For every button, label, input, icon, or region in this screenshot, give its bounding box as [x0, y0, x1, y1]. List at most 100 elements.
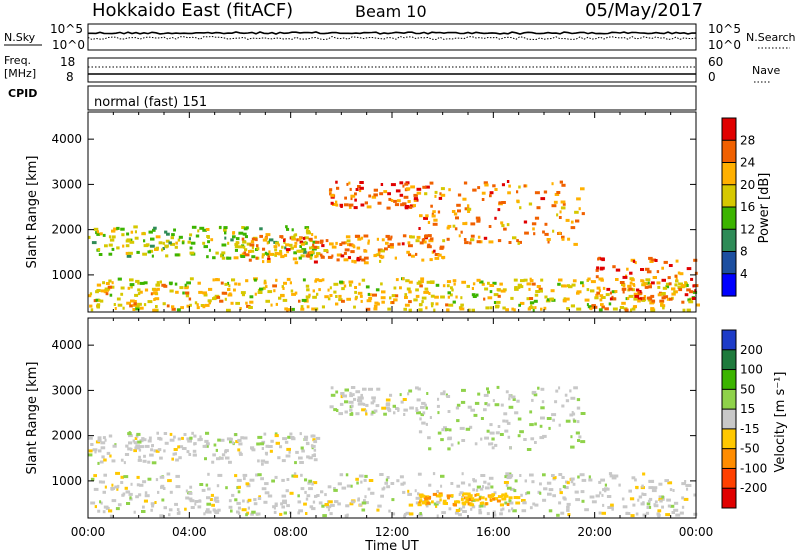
vel-cells-cell — [534, 441, 537, 444]
vel-cells-cell — [659, 499, 663, 503]
power-cells-cell — [581, 212, 585, 216]
vel-cells-cell — [447, 437, 452, 441]
power-cells-cell — [418, 227, 421, 230]
freq-label-bottom: [MHz] — [4, 67, 36, 80]
power-cells-cell — [598, 277, 604, 281]
vel-cells-cell — [472, 478, 475, 482]
vel-cells-cell — [101, 455, 105, 459]
vel-cells-cell — [486, 387, 489, 391]
power-cells-cell — [186, 304, 190, 308]
power-cells-cell — [246, 242, 252, 246]
vel-cells-cell — [155, 449, 160, 453]
vel-cells-cell — [205, 510, 210, 514]
vel-cells-cell — [256, 442, 260, 446]
vel-cells-cell — [418, 430, 423, 434]
power-cells-cell — [425, 306, 428, 310]
vel-cells-cell — [361, 408, 366, 412]
power-cells-cell — [481, 191, 486, 195]
vel-cells-cell — [602, 503, 605, 507]
vel-cells-cell — [316, 494, 320, 497]
power-cells-cell — [561, 235, 565, 239]
vel-cells-cell — [604, 483, 607, 487]
power-cells-cell — [309, 256, 313, 260]
power-cells-cell — [688, 300, 694, 304]
power-cells-cell — [501, 201, 506, 204]
yaxis-tick-label: 2000 — [51, 223, 82, 237]
vel-cells-cell — [359, 402, 364, 406]
vel-cells-cell — [269, 449, 273, 453]
power-cells-cell — [321, 244, 325, 248]
power-cells-cell — [662, 286, 668, 290]
vel-cells-cell — [483, 408, 487, 412]
power-cells-cell — [601, 258, 605, 262]
power-cells-cell — [135, 307, 140, 311]
power-cells-cell — [512, 236, 517, 240]
power-cells-cell — [300, 254, 305, 258]
power-cells-cell — [176, 308, 181, 312]
vel-cells-cell — [209, 498, 213, 501]
vel-cells-cell — [350, 500, 355, 504]
vel-cells-cell — [407, 489, 410, 493]
power-cells-cell — [357, 291, 363, 295]
vel-cells-cell — [375, 404, 380, 408]
vel-cells-cell — [159, 475, 165, 479]
power-cells-cell — [347, 256, 351, 260]
power-cells-cell — [104, 287, 109, 291]
vel-cells-cell — [236, 510, 240, 514]
vel-cells-cell — [563, 497, 567, 501]
vel-cells-cell — [379, 473, 384, 476]
power-cells-cell — [431, 250, 434, 254]
nave-label: Nave — [752, 64, 780, 77]
power-cells-cell — [375, 288, 380, 292]
vel-cells-cell — [263, 500, 268, 504]
vel-cells-cell — [112, 444, 117, 448]
vel-cells-cell — [546, 417, 552, 420]
power-cells-cell — [187, 240, 191, 244]
vel-cells-cell — [291, 474, 295, 478]
vel-cells-cell — [456, 484, 461, 488]
yaxis-tick-label: 4000 — [51, 132, 82, 146]
power-cells-cell — [294, 241, 298, 245]
vel-cells-cell — [403, 513, 407, 516]
power-cells-cell — [650, 294, 655, 298]
power-cells-cell — [366, 299, 372, 303]
vel-cells-cell — [338, 412, 343, 416]
power-cells-cell — [469, 241, 472, 245]
vel-cells-cell — [431, 500, 434, 504]
power-cells-cell — [339, 243, 343, 246]
power-cells-cell — [506, 180, 510, 183]
power-cells-cell — [137, 281, 140, 285]
power-cells-cell — [153, 226, 157, 230]
power-cells-cell — [401, 242, 405, 246]
vel-cells-cell — [120, 481, 124, 484]
vel-cells-cell — [408, 503, 414, 507]
power-cells-cell — [686, 284, 689, 287]
power-cells-cell — [419, 303, 423, 307]
power-cells-cell — [374, 253, 378, 257]
power-cells-cell — [657, 293, 662, 297]
vel-cells-cell — [327, 508, 330, 512]
power-cells-cell — [567, 237, 571, 241]
vel-cells-cell — [90, 477, 95, 481]
power-cells-cell — [605, 293, 610, 297]
beam-label: Beam 10 — [355, 2, 427, 21]
power-cells-cell — [168, 241, 172, 245]
power-cells-cell — [399, 181, 404, 185]
power-cells-cell — [497, 288, 501, 292]
vel-cells-cell — [508, 499, 511, 503]
power-cells-cell — [308, 237, 313, 241]
vel-cells-cell — [494, 403, 500, 407]
power-cells-cell — [387, 307, 391, 311]
power-cells-cell — [446, 226, 450, 230]
power-cells-cell — [156, 287, 160, 291]
vel-cells-cell — [141, 510, 146, 513]
vel-cells-cell — [120, 458, 124, 462]
power-cells-cell — [386, 206, 391, 210]
vel-cells-cell — [361, 501, 367, 505]
power-cells-cell — [439, 246, 444, 250]
power-cells-cell — [311, 233, 314, 236]
power-cells-cell — [196, 303, 199, 307]
power-cells-cell — [404, 205, 410, 208]
power-cells-cell — [556, 191, 561, 194]
power-cells-cell — [336, 186, 340, 190]
